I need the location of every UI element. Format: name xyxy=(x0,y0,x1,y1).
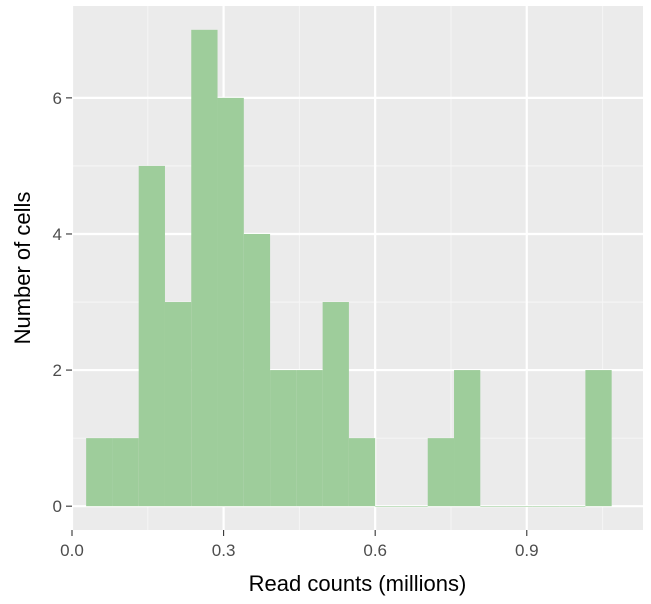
y-axis: 0 2 4 6 xyxy=(53,89,72,516)
histogram-bar xyxy=(164,302,192,507)
histogram-bar xyxy=(217,97,244,507)
histogram-bar xyxy=(480,506,507,507)
histogram-bar xyxy=(138,165,165,507)
y-tick-label: 4 xyxy=(53,225,62,244)
histogram-bar xyxy=(348,438,376,507)
major-gridlines xyxy=(70,6,643,530)
x-tick-label: 0.6 xyxy=(363,541,387,560)
histogram-bar xyxy=(375,506,402,507)
histogram-bar xyxy=(243,233,271,507)
y-tick-label: 2 xyxy=(53,361,62,380)
y-tick-label: 6 xyxy=(53,89,62,108)
y-tick-label: 0 xyxy=(53,497,62,516)
histogram-bar xyxy=(322,302,349,507)
histogram-bar xyxy=(112,438,139,507)
histogram-bar xyxy=(401,506,428,507)
histogram-bar xyxy=(585,370,612,507)
x-tick-label: 0.0 xyxy=(60,541,84,560)
histogram-bars xyxy=(86,29,612,507)
histogram-bar xyxy=(191,29,218,507)
x-axis-title: Read counts (millions) xyxy=(249,571,467,596)
minor-gridlines xyxy=(72,6,643,530)
histogram-bar xyxy=(427,438,455,507)
histogram-bar xyxy=(506,506,533,507)
histogram-bar xyxy=(86,438,113,507)
x-tick-label: 0.9 xyxy=(515,541,539,560)
x-axis: 0.0 0.3 0.6 0.9 xyxy=(60,530,539,560)
y-axis-title: Number of cells xyxy=(10,192,35,345)
histogram-bar xyxy=(454,370,481,507)
histogram-bar xyxy=(270,370,297,507)
histogram-bar xyxy=(532,506,560,507)
histogram-bar xyxy=(296,370,323,507)
x-tick-label: 0.3 xyxy=(212,541,236,560)
histogram-bar xyxy=(559,506,586,507)
